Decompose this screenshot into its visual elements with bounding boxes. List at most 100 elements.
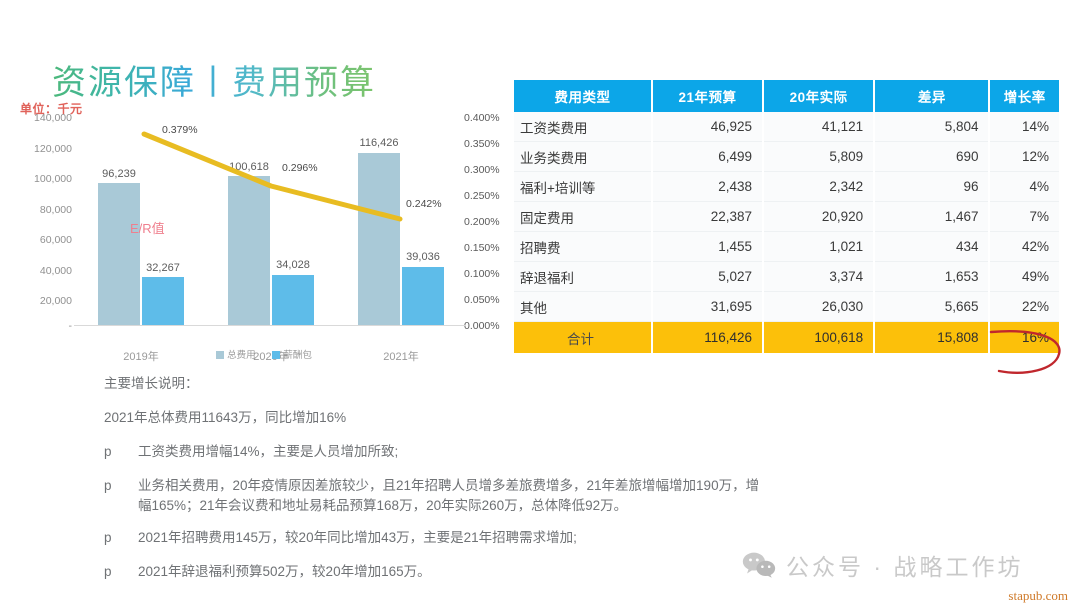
bar-value-label: 100,618 bbox=[229, 161, 269, 173]
cell-total-growth: 16% bbox=[989, 321, 1059, 353]
table-row: 辞退福利 5,027 3,374 1,653 49% bbox=[514, 261, 1059, 292]
x-axis-label: 2021年 bbox=[383, 351, 419, 363]
cell-actual20: 5,809 bbox=[763, 141, 876, 172]
er-point-label: 0.296% bbox=[282, 162, 318, 174]
er-point-label: 0.379% bbox=[162, 124, 198, 136]
col-header-type: 费用类型 bbox=[514, 80, 653, 112]
cell-type: 固定费用 bbox=[514, 201, 653, 232]
axis-tick: 60,000 bbox=[39, 234, 72, 246]
legend-swatch-total bbox=[216, 351, 225, 359]
table-row: 固定费用 22,387 20,920 1,467 7% bbox=[514, 201, 1059, 232]
cell-diff: 96 bbox=[874, 171, 991, 202]
axis-tick: 0.400% bbox=[464, 112, 500, 124]
bar-total-2020 bbox=[228, 176, 270, 325]
cell-actual20: 20,920 bbox=[763, 201, 876, 232]
axis-tick: 80,000 bbox=[39, 203, 72, 216]
table-row: 福利+培训等 2,438 2,342 96 4% bbox=[514, 171, 1059, 202]
wechat-icon bbox=[742, 552, 776, 578]
note-text: 2021年招聘费用145万，较20年同比增加43万，主要是21年招聘需求增加; bbox=[138, 530, 577, 545]
cell-growth: 49% bbox=[989, 261, 1059, 292]
cell-growth: 14% bbox=[989, 112, 1059, 142]
cell-budget21: 1,455 bbox=[651, 231, 765, 262]
cell-type: 福利+培训等 bbox=[514, 171, 653, 202]
axis-tick: 0.250% bbox=[464, 190, 500, 202]
chart-right-axis: 0.400% 0.350% 0.300% 0.250% 0.200% 0.150… bbox=[464, 112, 520, 332]
table-row: 工资类费用 46,925 41,121 5,804 14% bbox=[514, 112, 1059, 142]
legend-swatch-salary bbox=[272, 351, 281, 359]
bullet-marker: p bbox=[104, 530, 112, 545]
bar-value-label: 96,239 bbox=[102, 168, 136, 180]
cell-total-budget21: 116,426 bbox=[651, 321, 765, 353]
axis-tick: - bbox=[68, 320, 73, 332]
page-title: 资源保障丨费用预算 bbox=[52, 55, 376, 104]
cell-diff: 1,653 bbox=[874, 261, 991, 292]
axis-tick: 0.000% bbox=[464, 320, 500, 332]
cell-type: 其他 bbox=[514, 291, 653, 322]
bar-salary-2019 bbox=[142, 277, 184, 325]
bar-value-label: 39,036 bbox=[406, 251, 440, 263]
table-header-row: 费用类型 21年预算 20年实际 差异 增长率 bbox=[514, 80, 1059, 112]
axis-tick: 0.200% bbox=[464, 216, 500, 228]
cell-type: 业务类费用 bbox=[514, 141, 653, 172]
legend-item-total: 总费用 bbox=[216, 350, 256, 361]
bar-total-2021 bbox=[358, 152, 400, 325]
cell-actual20: 26,030 bbox=[763, 291, 876, 322]
cell-diff: 690 bbox=[874, 141, 991, 172]
cell-type: 工资类费用 bbox=[514, 112, 653, 142]
axis-tick: 120,000 bbox=[34, 142, 72, 155]
axis-tick: 0.100% bbox=[464, 268, 500, 280]
er-value-title: E/R值 bbox=[130, 221, 165, 236]
notes-heading: 主要增长说明： bbox=[104, 376, 199, 391]
table-row: 业务类费用 6,499 5,809 690 12% bbox=[514, 141, 1059, 172]
cell-budget21: 6,499 bbox=[651, 141, 765, 172]
axis-tick: 40,000 bbox=[39, 264, 72, 277]
watermark-text: 公众号 · 战略工作坊 bbox=[786, 554, 1024, 580]
cell-diff: 434 bbox=[874, 231, 991, 262]
cell-budget21: 2,438 bbox=[651, 171, 765, 202]
chart-unit-label: 单位：千元 bbox=[20, 102, 83, 116]
chart-legend: 总费用 薪酬包 bbox=[14, 347, 514, 361]
cell-growth: 42% bbox=[989, 231, 1059, 262]
note-item: p 工资类费用增幅14%，主要是人员增加所致; bbox=[104, 440, 1004, 460]
bar-value-label: 34,028 bbox=[276, 259, 310, 271]
axis-tick: 0.050% bbox=[464, 294, 500, 306]
notes-block: 主要增长说明： 2021年总体费用11643万，同比增加16% p 工资类费用增幅… bbox=[104, 372, 1004, 580]
axis-tick: 140,000 bbox=[34, 112, 72, 124]
expense-table: 费用类型 21年预算 20年实际 差异 增长率 工资类费用 46,925 41,… bbox=[514, 80, 1059, 353]
cell-actual20: 1,021 bbox=[763, 231, 876, 262]
cell-diff: 1,467 bbox=[874, 201, 991, 232]
col-header-growth: 增长率 bbox=[989, 80, 1059, 112]
bar-total-2019 bbox=[98, 183, 140, 325]
watermark: 公众号 · 战略工作坊 bbox=[742, 548, 1023, 582]
cell-budget21: 22,387 bbox=[651, 201, 765, 232]
cell-total-diff: 15,808 bbox=[874, 321, 991, 353]
bar-value-label: 116,426 bbox=[359, 137, 399, 149]
cell-diff: 5,665 bbox=[874, 291, 991, 322]
axis-tick: 100,000 bbox=[34, 173, 72, 185]
x-axis-label: 2019年 bbox=[123, 351, 159, 363]
note-item: p 2021年招聘费用145万，较20年同比增加43万，主要是21年招聘需求增加; bbox=[104, 526, 1004, 546]
cell-budget21: 5,027 bbox=[651, 261, 765, 292]
cell-actual20: 3,374 bbox=[763, 261, 876, 292]
chart-plot-area: 96,239 32,267 100,618 34,028 116,426 39,… bbox=[80, 118, 466, 363]
bar-salary-2020 bbox=[272, 274, 314, 325]
er-point-label: 0.242% bbox=[406, 198, 442, 210]
col-header-budget21: 21年预算 bbox=[651, 80, 765, 112]
cell-type: 辞退福利 bbox=[514, 261, 653, 292]
note-text: 2021年辞退福利预算502万，较20年增加165万。 bbox=[138, 564, 431, 579]
note-item: p 2021年辞退福利预算502万，较20年增加165万。 bbox=[104, 560, 1004, 580]
site-tag: stapub.com bbox=[1008, 588, 1068, 603]
table-row: 招聘费 1,455 1,021 434 42% bbox=[514, 231, 1059, 262]
cell-type: 招聘费 bbox=[514, 231, 653, 262]
cell-growth: 4% bbox=[989, 171, 1059, 202]
bar-value-label: 32,267 bbox=[146, 262, 180, 274]
axis-tick: 0.150% bbox=[464, 242, 500, 254]
axis-tick: 20,000 bbox=[39, 295, 72, 307]
cell-budget21: 31,695 bbox=[651, 291, 765, 322]
chart-baseline bbox=[74, 325, 466, 326]
note-text: 工资类费用增幅14%，主要是人员增加所致; bbox=[138, 444, 399, 459]
expense-chart: 单位：千元 140,000 120,000 100,000 80,000 60,… bbox=[14, 100, 514, 365]
axis-tick: 0.350% bbox=[464, 138, 500, 150]
cell-diff: 5,804 bbox=[874, 112, 991, 142]
cell-growth: 12% bbox=[989, 141, 1059, 172]
